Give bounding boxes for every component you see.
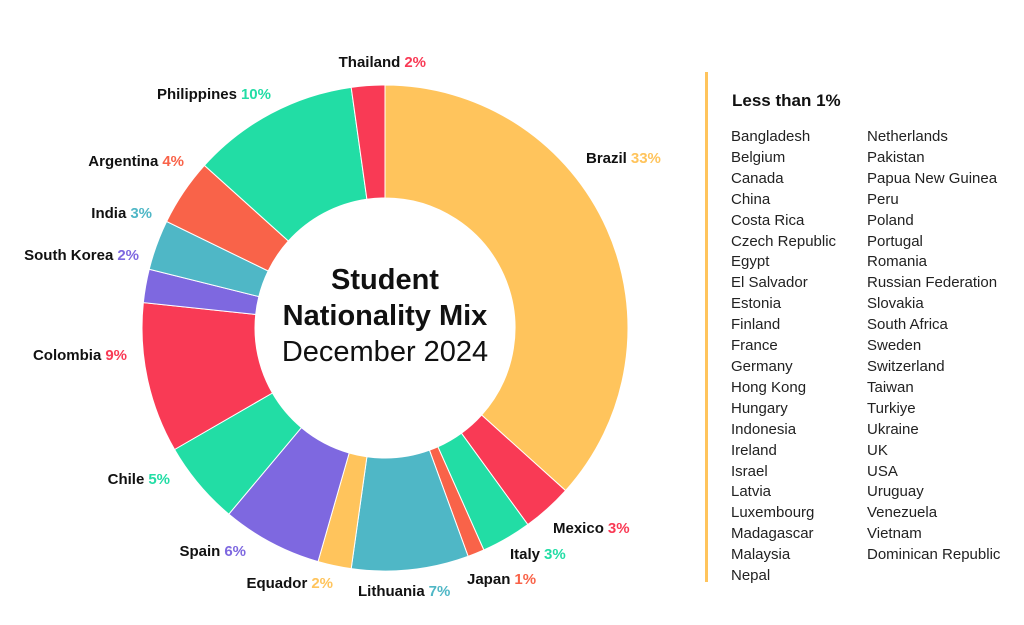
slice-label-name: Spain: [179, 543, 221, 560]
legend-item: Pakistan: [867, 148, 925, 166]
slice-label-percent: 6%: [224, 543, 246, 560]
slice-label-name: Mexico: [553, 520, 604, 537]
slice-label-south-korea: South Korea 2%: [24, 247, 139, 265]
legend-item: South Africa: [867, 316, 948, 334]
slice-label-brazil: Brazil 33%: [586, 150, 661, 168]
legend-divider: [705, 72, 708, 582]
legend-item: Russian Federation: [867, 274, 998, 292]
legend-item: Turkiye: [867, 399, 916, 417]
slice-label-india: India 3%: [91, 205, 152, 223]
slice-label-name: Equador: [246, 575, 308, 592]
slice-label-italy: Italy 3%: [510, 546, 566, 564]
slice-label-name: Argentina: [88, 153, 159, 170]
legend-item: Finland: [731, 316, 781, 334]
chart-title-line-1: Student: [331, 264, 439, 296]
legend-item: Vietnam: [867, 525, 922, 543]
legend-item: Indonesia: [731, 420, 797, 438]
slice-label-spain: Spain 6%: [179, 543, 246, 561]
slice-label-percent: 7%: [428, 583, 451, 600]
legend-item: Israel: [731, 462, 768, 480]
slice-label-name: Colombia: [32, 347, 102, 364]
slice-label-percent: 5%: [148, 471, 170, 488]
slice-label-percent: 3%: [130, 205, 152, 222]
legend-item: Peru: [867, 190, 899, 208]
slice-label-mexico: Mexico 3%: [553, 520, 630, 538]
legend-item: Costa Rica: [731, 211, 805, 229]
legend-item: Slovakia: [867, 295, 924, 313]
slice-label-percent: 33%: [630, 150, 661, 167]
legend-item: China: [731, 190, 771, 208]
legend-item: Romania: [867, 253, 928, 271]
legend-item: Estonia: [731, 295, 782, 313]
slice-label-percent: 9%: [105, 347, 127, 364]
legend-item: Portugal: [867, 232, 923, 250]
legend-item: Venezuela: [867, 504, 938, 522]
legend-item: Nepal: [731, 567, 771, 585]
legend-item: Netherlands: [867, 128, 948, 145]
legend-item: Dominican Republic: [867, 546, 1001, 564]
slice-label-name: Japan: [467, 571, 511, 588]
legend-item: El Salvador: [731, 274, 808, 292]
chart-subtitle: December 2024: [281, 336, 489, 368]
slice-thailand: [350, 84, 386, 200]
slice-label-philippines: Philippines 10%: [157, 86, 271, 104]
chart-title: Student Nationality Mix December 2024: [235, 262, 535, 370]
legend-item: Papua New Guinea: [867, 169, 998, 187]
legend-item: Ukraine: [867, 420, 919, 438]
legend-item: Poland: [867, 211, 914, 229]
slice-label-japan: Japan 1%: [467, 571, 536, 589]
slice-label-name: Lithuania: [358, 583, 425, 600]
slice-label-percent: 2%: [311, 575, 333, 592]
slice-label-name: Brazil: [586, 150, 627, 167]
legend-item: Germany: [731, 357, 793, 375]
legend-item: Ireland: [731, 441, 777, 459]
legend-item: Czech Republic: [731, 232, 837, 250]
legend-item: Taiwan: [867, 378, 914, 396]
slice-label-name: Chile: [107, 471, 145, 488]
legend-item: France: [731, 337, 778, 355]
slice-label-percent: 10%: [240, 86, 271, 103]
legend-item: Hong Kong: [731, 378, 807, 396]
slice-label-chile: Chile 5%: [108, 471, 170, 489]
slice-label-name: South Korea: [24, 247, 114, 264]
legend-item: Madagascar: [731, 525, 814, 543]
legend-item: Belgium: [731, 148, 786, 166]
legend-item: Malaysia: [731, 546, 791, 564]
legend-item: Switzerland: [867, 357, 945, 375]
slice-label-colombia: Colombia 9%: [33, 347, 127, 365]
slice-label-percent: 2%: [117, 247, 139, 264]
legend-item: Uruguay: [867, 483, 924, 501]
slice-label-equador: Equador 2%: [246, 575, 333, 593]
slice-label-name: Thailand: [338, 54, 401, 71]
legend-item: Latvia: [731, 483, 772, 501]
slice-label-name: Philippines: [156, 86, 237, 103]
chart-title-line-2: Nationality Mix: [282, 300, 488, 332]
slice-brazil: [384, 84, 629, 492]
legend-item: Egypt: [731, 253, 770, 271]
slice-label-argentina: Argentina 4%: [88, 153, 184, 171]
slice-label-percent: 2%: [404, 54, 426, 71]
legend-item: Canada: [731, 169, 784, 187]
slice-label-percent: 1%: [514, 571, 537, 588]
legend-item: UK: [867, 441, 888, 459]
legend-item: Sweden: [867, 337, 922, 355]
legend-item: Luxembourg: [731, 504, 815, 522]
slice-label-percent: 3%: [544, 546, 566, 563]
legend-title: Less than 1%: [732, 91, 841, 110]
slice-label-thailand: Thailand 2%: [339, 54, 426, 72]
slice-label-name: Italy: [510, 546, 541, 563]
slice-label-lithuania: Lithuania 7%: [358, 583, 450, 601]
legend-item: USA: [867, 462, 898, 480]
legend-item: Bangladesh: [731, 128, 811, 145]
slice-label-name: India: [91, 205, 127, 222]
slice-label-percent: 3%: [607, 520, 630, 537]
legend-item: Hungary: [731, 399, 788, 417]
slice-label-percent: 4%: [162, 153, 184, 170]
legend-column-2: Netherlands Pakistan Papua New Guinea Peru P…: [867, 127, 1000, 566]
legend-column-1: Bangladesh Belgium Canada China Costa Rica Cz…: [731, 127, 836, 587]
